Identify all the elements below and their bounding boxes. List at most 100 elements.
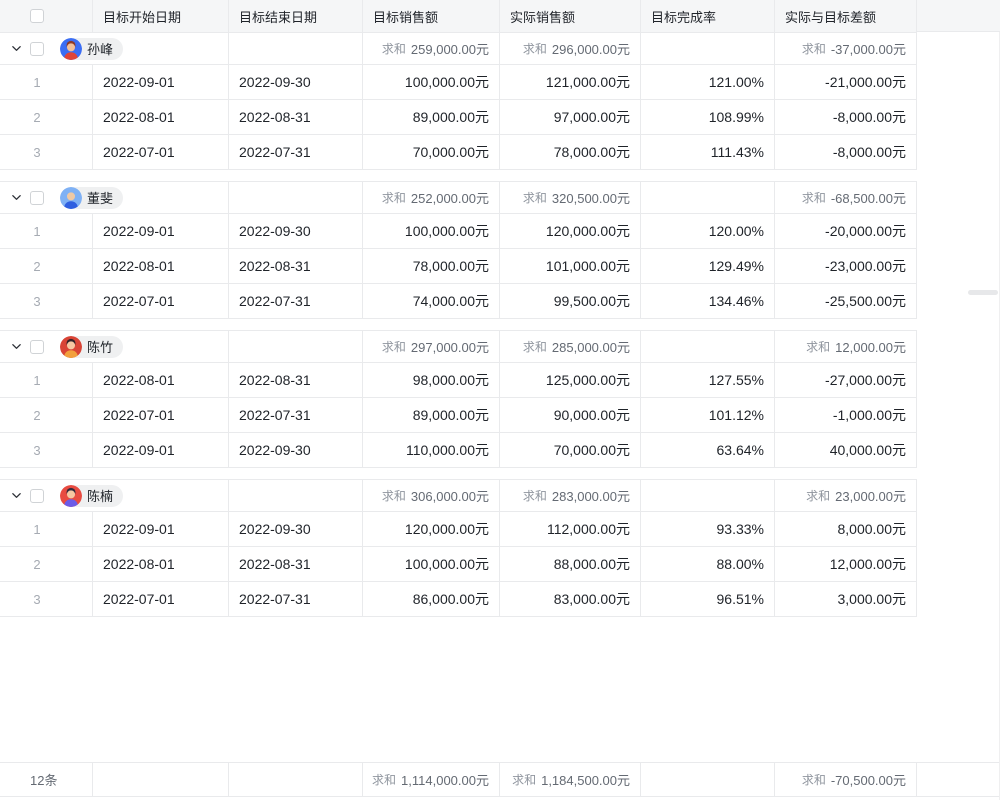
cell-completion-rate[interactable]: 129.49%: [641, 249, 775, 284]
table-row[interactable]: 1 2022-09-01 2022-09-30 100,000.00元 121,…: [0, 65, 1000, 100]
column-header-target-diff[interactable]: 实际与目标差额: [775, 0, 917, 32]
group-header-row[interactable]: 陈楠 求和 306,000.00元 求和 283,000.00元 求和 23,0…: [0, 479, 1000, 512]
table-row[interactable]: 1 2022-09-01 2022-09-30 100,000.00元 120,…: [0, 214, 1000, 249]
chevron-down-icon[interactable]: [10, 192, 22, 204]
cell-completion-rate[interactable]: 108.99%: [641, 100, 775, 135]
cell-completion-rate[interactable]: 127.55%: [641, 363, 775, 398]
cell-actual-sales[interactable]: 112,000.00元: [500, 512, 641, 547]
person-pill[interactable]: 董斐: [60, 186, 124, 209]
cell-actual-sales[interactable]: 120,000.00元: [500, 214, 641, 249]
cell-target-diff[interactable]: -8,000.00元: [775, 135, 917, 170]
cell-target-sales[interactable]: 100,000.00元: [363, 214, 500, 249]
cell-target-start-date[interactable]: 2022-07-01: [93, 135, 229, 170]
footer-sum-target-diff[interactable]: 求和 -70,500.00元: [775, 763, 917, 796]
cell-target-sales[interactable]: 89,000.00元: [363, 100, 500, 135]
cell-target-diff[interactable]: -23,000.00元: [775, 249, 917, 284]
cell-completion-rate[interactable]: 88.00%: [641, 547, 775, 582]
group-header-row[interactable]: 孙峰 求和 259,000.00元 求和 296,000.00元 求和 -37,…: [0, 32, 1000, 65]
cell-target-end-date[interactable]: 2022-08-31: [229, 249, 363, 284]
cell-target-start-date[interactable]: 2022-09-01: [93, 65, 229, 100]
cell-target-diff[interactable]: -21,000.00元: [775, 65, 917, 100]
cell-completion-rate[interactable]: 63.64%: [641, 433, 775, 468]
cell-target-diff[interactable]: -1,000.00元: [775, 398, 917, 433]
cell-target-start-date[interactable]: 2022-09-01: [93, 214, 229, 249]
cell-target-end-date[interactable]: 2022-09-30: [229, 433, 363, 468]
cell-target-start-date[interactable]: 2022-07-01: [93, 284, 229, 319]
column-header-target-start-date[interactable]: 目标开始日期: [93, 0, 229, 32]
table-row[interactable]: 3 2022-07-01 2022-07-31 70,000.00元 78,00…: [0, 135, 1000, 170]
cell-target-end-date[interactable]: 2022-08-31: [229, 547, 363, 582]
table-row[interactable]: 1 2022-08-01 2022-08-31 98,000.00元 125,0…: [0, 363, 1000, 398]
group-checkbox[interactable]: [30, 41, 44, 56]
cell-actual-sales[interactable]: 125,000.00元: [500, 363, 641, 398]
table-row[interactable]: 3 2022-07-01 2022-07-31 86,000.00元 83,00…: [0, 582, 1000, 617]
cell-target-end-date[interactable]: 2022-08-31: [229, 100, 363, 135]
cell-target-start-date[interactable]: 2022-09-01: [93, 512, 229, 547]
chevron-down-icon[interactable]: [10, 490, 22, 502]
column-header-target-sales[interactable]: 目标销售额: [363, 0, 500, 32]
select-all-checkbox[interactable]: [30, 9, 44, 23]
chevron-down-icon[interactable]: [10, 43, 22, 55]
cell-target-diff[interactable]: -27,000.00元: [775, 363, 917, 398]
cell-target-diff[interactable]: -20,000.00元: [775, 214, 917, 249]
cell-target-start-date[interactable]: 2022-09-01: [93, 433, 229, 468]
column-header-target-end-date[interactable]: 目标结束日期: [229, 0, 363, 32]
scrollbar-thumb[interactable]: [968, 290, 998, 295]
cell-actual-sales[interactable]: 78,000.00元: [500, 135, 641, 170]
cell-target-diff[interactable]: -8,000.00元: [775, 100, 917, 135]
cell-completion-rate[interactable]: 120.00%: [641, 214, 775, 249]
cell-target-end-date[interactable]: 2022-07-31: [229, 398, 363, 433]
cell-target-end-date[interactable]: 2022-08-31: [229, 363, 363, 398]
cell-target-sales[interactable]: 78,000.00元: [363, 249, 500, 284]
cell-completion-rate[interactable]: 111.43%: [641, 135, 775, 170]
group-checkbox[interactable]: [30, 339, 44, 354]
person-pill[interactable]: 孙峰: [60, 37, 124, 60]
cell-actual-sales[interactable]: 83,000.00元: [500, 582, 641, 617]
cell-completion-rate[interactable]: 121.00%: [641, 65, 775, 100]
cell-target-diff[interactable]: -25,500.00元: [775, 284, 917, 319]
cell-completion-rate[interactable]: 93.33%: [641, 512, 775, 547]
cell-actual-sales[interactable]: 70,000.00元: [500, 433, 641, 468]
cell-target-sales[interactable]: 100,000.00元: [363, 547, 500, 582]
table-row[interactable]: 3 2022-09-01 2022-09-30 110,000.00元 70,0…: [0, 433, 1000, 468]
group-header-row[interactable]: 董斐 求和 252,000.00元 求和 320,500.00元 求和 -68,…: [0, 181, 1000, 214]
cell-target-diff[interactable]: 8,000.00元: [775, 512, 917, 547]
cell-target-end-date[interactable]: 2022-09-30: [229, 214, 363, 249]
cell-actual-sales[interactable]: 121,000.00元: [500, 65, 641, 100]
cell-completion-rate[interactable]: 96.51%: [641, 582, 775, 617]
table-row[interactable]: 2 2022-08-01 2022-08-31 100,000.00元 88,0…: [0, 547, 1000, 582]
cell-target-sales[interactable]: 110,000.00元: [363, 433, 500, 468]
table-row[interactable]: 2 2022-07-01 2022-07-31 89,000.00元 90,00…: [0, 398, 1000, 433]
person-pill[interactable]: 陈楠: [60, 484, 124, 507]
cell-target-end-date[interactable]: 2022-09-30: [229, 512, 363, 547]
cell-target-start-date[interactable]: 2022-08-01: [93, 249, 229, 284]
cell-target-sales[interactable]: 98,000.00元: [363, 363, 500, 398]
footer-sum-actual-sales[interactable]: 求和 1,184,500.00元: [500, 763, 641, 796]
cell-target-end-date[interactable]: 2022-09-30: [229, 65, 363, 100]
cell-target-sales[interactable]: 74,000.00元: [363, 284, 500, 319]
table-row[interactable]: 1 2022-09-01 2022-09-30 120,000.00元 112,…: [0, 512, 1000, 547]
cell-target-end-date[interactable]: 2022-07-31: [229, 582, 363, 617]
table-row[interactable]: 3 2022-07-01 2022-07-31 74,000.00元 99,50…: [0, 284, 1000, 319]
cell-actual-sales[interactable]: 97,000.00元: [500, 100, 641, 135]
cell-target-diff[interactable]: 12,000.00元: [775, 547, 917, 582]
cell-target-sales[interactable]: 100,000.00元: [363, 65, 500, 100]
cell-actual-sales[interactable]: 90,000.00元: [500, 398, 641, 433]
cell-target-sales[interactable]: 86,000.00元: [363, 582, 500, 617]
footer-sum-target-sales[interactable]: 求和 1,114,000.00元: [363, 763, 500, 796]
cell-target-diff[interactable]: 3,000.00元: [775, 582, 917, 617]
cell-completion-rate[interactable]: 134.46%: [641, 284, 775, 319]
cell-actual-sales[interactable]: 88,000.00元: [500, 547, 641, 582]
column-header-completion-rate[interactable]: 目标完成率: [641, 0, 775, 32]
cell-target-diff[interactable]: 40,000.00元: [775, 433, 917, 468]
cell-target-sales[interactable]: 89,000.00元: [363, 398, 500, 433]
table-row[interactable]: 2 2022-08-01 2022-08-31 78,000.00元 101,0…: [0, 249, 1000, 284]
cell-actual-sales[interactable]: 99,500.00元: [500, 284, 641, 319]
person-pill[interactable]: 陈竹: [60, 335, 124, 358]
column-header-actual-sales[interactable]: 实际销售额: [500, 0, 641, 32]
cell-target-sales[interactable]: 120,000.00元: [363, 512, 500, 547]
group-header-row[interactable]: 陈竹 求和 297,000.00元 求和 285,000.00元 求和 12,0…: [0, 330, 1000, 363]
chevron-down-icon[interactable]: [10, 341, 22, 353]
cell-target-sales[interactable]: 70,000.00元: [363, 135, 500, 170]
group-checkbox[interactable]: [30, 488, 44, 503]
